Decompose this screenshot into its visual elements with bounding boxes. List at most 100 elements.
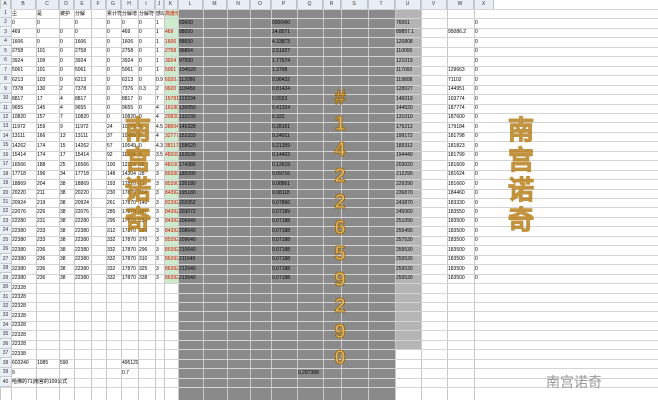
cell-h-0[interactable]: 分解增 — [122, 10, 138, 17]
column-header-a[interactable]: A — [0, 0, 11, 9]
column-header-p[interactable]: P — [271, 0, 297, 9]
cell-d-12[interactable]: 9 — [60, 123, 63, 130]
cell-u-28[interactable]: 259530 — [396, 275, 413, 282]
row-header[interactable]: 27 — [0, 254, 11, 264]
cell-b-35[interactable]: 22328 — [12, 341, 26, 348]
cell-i-4[interactable]: 0 — [139, 48, 142, 55]
cell-p-25[interactable]: 0.07188 — [272, 246, 291, 253]
cell-b-5[interactable]: 3924 — [12, 57, 24, 64]
cell-l-6[interactable]: 104520 — [179, 67, 196, 74]
column-header-m[interactable]: M — [203, 0, 227, 9]
cell-c-11[interactable]: 157 — [37, 114, 46, 121]
cell-d-37[interactable]: 590 — [60, 360, 69, 367]
cell-j-26[interactable]: 3 — [156, 256, 159, 263]
cell-g-3[interactable]: 0 — [107, 38, 110, 45]
cell-u-20[interactable]: 243870 — [396, 199, 413, 206]
cell-g-21[interactable]: 285 — [107, 208, 116, 215]
cell-h-1[interactable]: 0 — [122, 19, 125, 26]
cell-k-9[interactable]: 15781 — [165, 95, 178, 102]
row-header[interactable]: 12 — [0, 112, 11, 122]
cell-p-7[interactable]: 0.98432 — [272, 76, 291, 83]
cell-l-1[interactable]: 69600 — [179, 19, 193, 26]
cell-i-2[interactable]: 0 — [139, 29, 142, 36]
row-header[interactable]: 17 — [0, 160, 11, 170]
cell-c-14[interactable]: 174 — [37, 142, 46, 149]
cell-l-18[interactable]: 195180 — [179, 180, 196, 187]
cell-k-26[interactable]: 86392 — [165, 256, 178, 263]
cell-p-19[interactable]: 0.08118 — [272, 190, 290, 197]
column-header-n[interactable]: N — [227, 0, 250, 9]
cell-l-19[interactable]: 195180 — [179, 190, 196, 197]
cell-u-1[interactable]: 76061 — [396, 19, 410, 26]
cell-j-19[interactable]: 3 — [156, 190, 159, 197]
cell-b-10[interactable]: 9655 — [12, 105, 24, 111]
cell-p-11[interactable]: 0.322 — [272, 114, 285, 121]
cell-u-13[interactable]: 199172 — [396, 133, 413, 140]
row-header[interactable]: 6 — [0, 56, 11, 66]
cell-x-9[interactable]: 0 — [475, 95, 478, 102]
cell-p-26[interactable]: 0.07188 — [272, 256, 291, 263]
cell-l-24[interactable]: 209640 — [179, 237, 196, 244]
cell-c-13[interactable]: 166 — [37, 133, 46, 140]
row-header[interactable]: 33 — [0, 311, 11, 321]
cell-x-4[interactable]: 0 — [475, 48, 478, 55]
column-header-d[interactable]: D — [59, 0, 74, 9]
cell-e-16[interactable]: 16566 — [75, 161, 89, 168]
cell-d-22[interactable]: 38 — [60, 218, 66, 225]
row-header[interactable]: 24 — [0, 226, 11, 236]
cell-b-4[interactable]: 2758 — [12, 48, 24, 55]
cell-c-1[interactable]: 0 — [37, 19, 40, 26]
cell-p-13[interactable]: 0.24011 — [272, 133, 290, 140]
cell-j-1[interactable]: 1 — [156, 19, 159, 26]
cell-g-7[interactable]: 0 — [107, 76, 110, 83]
cell-c-9[interactable]: 17 — [37, 95, 43, 102]
cell-g-25[interactable]: 332 — [107, 246, 116, 253]
cell-c-37[interactable]: 1085 — [37, 360, 49, 367]
cell-h-19[interactable]: 17870 — [122, 190, 136, 197]
cell-g-10[interactable]: 0 — [107, 105, 110, 111]
cell-u-18[interactable]: 229290 — [396, 180, 413, 187]
cell-p-17[interactable]: 0.09716 — [272, 171, 291, 178]
cell-g-23[interactable]: 312 — [107, 227, 116, 234]
cell-c-28[interactable]: 236 — [37, 275, 46, 282]
row-header[interactable]: 1 — [0, 9, 11, 18]
cell-u-19[interactable]: 236870 — [396, 190, 413, 197]
cell-e-9[interactable]: 8817 — [75, 95, 87, 102]
cell-i-12[interactable]: 0 — [139, 123, 142, 130]
cell-e-25[interactable]: 22380 — [75, 246, 89, 253]
cell-j-18[interactable]: 3 — [156, 180, 159, 187]
cell-p-8[interactable]: 0.81424 — [272, 86, 291, 93]
cell-h-13[interactable]: 10489 — [122, 133, 136, 140]
cell-p-16[interactable]: 0.12619 — [272, 161, 291, 168]
cell-p-15[interactable]: 0.14402 — [272, 152, 291, 159]
cell-e-10[interactable]: 9655 — [75, 105, 87, 111]
cell-h-14[interactable]: 10549 — [122, 142, 136, 149]
cell-x-7[interactable]: 0 — [475, 76, 478, 83]
cell-p-3[interactable]: 4.33873 — [272, 38, 291, 45]
row-header[interactable]: 2 — [0, 18, 11, 28]
cell-g-14[interactable]: 57 — [107, 142, 113, 149]
cell-e-24[interactable]: 22380 — [75, 237, 89, 244]
cell-g-8[interactable]: 0 — [107, 86, 110, 93]
cell-l-15[interactable]: 163636 — [179, 152, 196, 159]
cell-d-20[interactable]: 38 — [60, 199, 66, 206]
cell-i-14[interactable]: 0 — [139, 142, 142, 149]
cell-k-4[interactable]: 2758 — [165, 48, 177, 55]
cell-p-5[interactable]: 1.77574 — [272, 57, 291, 64]
cell-u-12[interactable]: 175212 — [396, 123, 413, 130]
cell-p-27[interactable]: 0.07188 — [272, 265, 291, 272]
column-header-x[interactable]: X — [474, 0, 494, 9]
cell-x-3[interactable]: 0 — [475, 38, 478, 45]
cell-b-3[interactable]: 1606 — [12, 38, 24, 45]
cell-g-15[interactable]: 92 — [107, 152, 113, 159]
cell-w-24[interactable]: 183500 — [448, 237, 465, 244]
cell-k-17[interactable]: 89390 — [165, 171, 178, 178]
cell-k-19[interactable]: 84392 — [165, 190, 178, 197]
cell-u-21[interactable]: 245060 — [396, 208, 413, 215]
cell-k-21[interactable]: 84392 — [165, 208, 178, 215]
cell-e-7[interactable]: 6213 — [75, 76, 87, 83]
cell-w-17[interactable]: 181624 — [448, 171, 465, 178]
cell-x-16[interactable]: 0 — [475, 161, 478, 168]
cell-g-1[interactable]: 0 — [107, 19, 110, 26]
cell-p-2[interactable]: 14.8571 — [272, 29, 291, 36]
